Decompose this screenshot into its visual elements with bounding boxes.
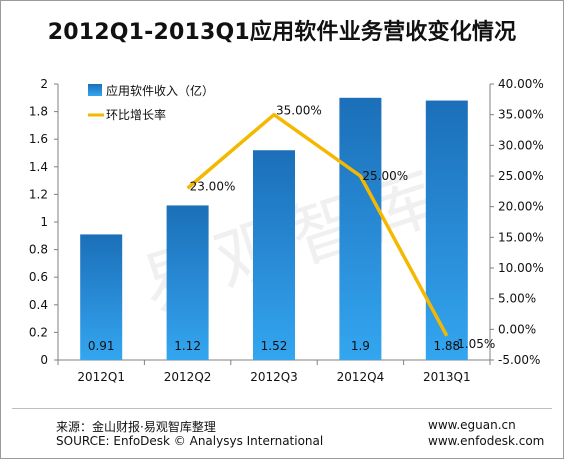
url-eguan: www.eguan.cn <box>428 418 516 432</box>
y-left-tick-label: 1 <box>40 215 48 229</box>
bar-value-label: 1.88 <box>433 339 460 353</box>
x-tick-label: 2012Q2 <box>164 370 212 384</box>
x-tick-label: 2012Q1 <box>77 370 125 384</box>
y-right-tick-label: 10.00% <box>498 261 544 275</box>
x-tick-label: 2013Q1 <box>423 370 471 384</box>
footer-divider <box>12 408 552 409</box>
y-right-tick-label: 0.00% <box>498 322 536 336</box>
bar-value-label: 1.12 <box>174 339 201 353</box>
y-left-tick-label: 0 <box>40 353 48 367</box>
y-left-tick-label: 2 <box>40 77 48 91</box>
source-cn: 来源：金山财报·易观智库整理 <box>56 420 216 434</box>
y-right-tick-label: 25.00% <box>498 169 544 183</box>
line-value-label: 23.00% <box>190 179 236 193</box>
axes-group: 0 0.2 0.4 0.6 0.8 1 1.2 1.4 1.6 1.8 2 -5.00% 0.00% 5.… <box>29 77 544 384</box>
y-left-tick-label: 1.2 <box>29 187 48 201</box>
growth-line <box>186 112 449 337</box>
y-left-tick-label: 0.6 <box>29 270 48 284</box>
bar-value-label: 1.9 <box>351 339 370 353</box>
legend-bar-swatch <box>88 84 102 96</box>
legend-bar-label: 应用软件收入（亿） <box>106 83 214 98</box>
bar <box>80 234 123 360</box>
line-value-label: 25.00% <box>362 169 408 183</box>
y-right-tick-label: 35.00% <box>498 108 544 122</box>
line-value-label: -1.05% <box>453 337 495 351</box>
url-enfodesk: www.enfodesk.com <box>428 434 545 448</box>
source-en: SOURCE: EnfoDesk © Analysys Internationa… <box>56 434 324 448</box>
line-value-label: 35.00% <box>276 104 322 118</box>
y-left-tick-label: 1.6 <box>29 132 48 146</box>
bar <box>166 205 209 360</box>
bar-value-label: 1.52 <box>261 339 288 353</box>
bar-value-label: 0.91 <box>88 339 115 353</box>
y-left-tick-label: 1.8 <box>29 105 48 119</box>
y-left-tick-label: 0.4 <box>29 298 48 312</box>
y-right-tick-label: 20.00% <box>498 200 544 214</box>
line-group <box>186 112 449 337</box>
bar <box>253 150 295 360</box>
y-left-tick-label: 0.2 <box>29 325 48 339</box>
legend-line-label: 环比增长率 <box>106 107 166 122</box>
chart-title: 2012Q1-2013Q1应用软件业务营收变化情况 <box>47 20 517 45</box>
y-left-tick-label: 1.4 <box>29 160 48 174</box>
y-right-tick-label: -5.00% <box>498 353 540 367</box>
legend: 应用软件收入（亿） 环比增长率 <box>88 83 214 122</box>
bars-group <box>80 97 468 361</box>
bar <box>339 97 382 361</box>
x-tick-label: 2012Q3 <box>250 370 298 384</box>
y-right-tick-label: 40.00% <box>498 77 544 91</box>
labels-group: 0.91 1.12 1.52 1.9 1.88 23.00% 35.00% 25.00% -1.… <box>88 104 495 353</box>
y-right-tick-label: 15.00% <box>498 230 544 244</box>
y-right-tick-label: 30.00% <box>498 138 544 152</box>
y-right-tick-label: 5.00% <box>498 292 536 306</box>
bar <box>425 100 468 360</box>
y-left-tick-label: 0.8 <box>29 243 48 257</box>
x-tick-label: 2012Q4 <box>337 370 385 384</box>
